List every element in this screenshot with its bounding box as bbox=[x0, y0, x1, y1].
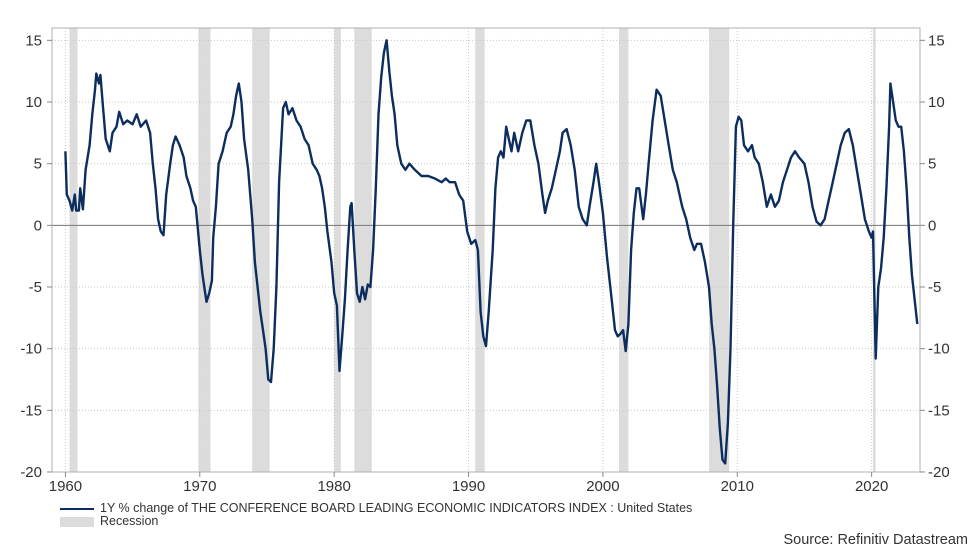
x-tick-label: 2000 bbox=[586, 478, 619, 495]
y-tick-label-right: -10 bbox=[928, 341, 950, 358]
y-tick-label-left: -20 bbox=[20, 464, 42, 481]
y-tick-label-left: 10 bbox=[25, 94, 42, 111]
recession-bands bbox=[69, 28, 876, 472]
recession-band-2 bbox=[252, 28, 270, 472]
legend-item-recession: Recession bbox=[60, 515, 692, 528]
y-tick-label-left: -5 bbox=[29, 279, 42, 296]
legend-label-recession: Recession bbox=[100, 514, 159, 528]
y-tick-label-right: 10 bbox=[928, 94, 945, 111]
y-tick-label-left: 5 bbox=[34, 156, 42, 173]
recession-band-7 bbox=[709, 28, 730, 472]
x-tick-label: 1990 bbox=[452, 478, 485, 495]
x-tick-label: 2010 bbox=[721, 478, 754, 495]
gridlines bbox=[52, 28, 920, 473]
recession-band-3 bbox=[334, 28, 341, 472]
y-tick-label-right: -15 bbox=[928, 402, 950, 419]
y-tick-label-right: 15 bbox=[928, 32, 945, 49]
y-tick-label-left: -15 bbox=[20, 402, 42, 419]
recession-band-6 bbox=[619, 28, 629, 472]
y-tick-label-right: 5 bbox=[928, 156, 936, 173]
x-axis: 1960 1970 1980 1990 2000 2010 2020 bbox=[49, 472, 888, 495]
y-tick-label-left: 15 bbox=[25, 32, 42, 49]
x-tick-label: 1970 bbox=[183, 478, 216, 495]
x-tick-label: 1980 bbox=[317, 478, 350, 495]
y-tick-label-right: 0 bbox=[928, 217, 936, 234]
plot-frame bbox=[51, 27, 921, 473]
y-tick-label-right: -5 bbox=[928, 279, 941, 296]
source-note: Source: Refinitiv Datastream bbox=[783, 532, 968, 548]
legend: 1Y % change of THE CONFERENCE BOARD LEAD… bbox=[60, 502, 692, 528]
y-axis-left: -20 -15 -10 -5 0 5 10 15 bbox=[20, 32, 52, 481]
recession-band-0 bbox=[69, 28, 78, 472]
y-axis-right: -20 -15 -10 -5 0 5 10 15 bbox=[920, 32, 950, 481]
recession-band-4 bbox=[354, 28, 372, 472]
y-tick-label-left: -10 bbox=[20, 341, 42, 358]
x-tick-label: 2020 bbox=[855, 478, 888, 495]
x-tick-label: 1960 bbox=[49, 478, 82, 495]
legend-line-swatch bbox=[60, 507, 94, 510]
legend-item-series: 1Y % change of THE CONFERENCE BOARD LEAD… bbox=[60, 502, 692, 515]
legend-label-series: 1Y % change of THE CONFERENCE BOARD LEAD… bbox=[100, 501, 693, 515]
legend-recession-swatch bbox=[60, 516, 94, 527]
recession-band-1 bbox=[198, 28, 211, 472]
series-line bbox=[64, 39, 919, 465]
y-tick-label-right: -20 bbox=[928, 464, 950, 481]
y-tick-label-left: 0 bbox=[34, 217, 42, 234]
recession-band-5 bbox=[475, 28, 485, 472]
